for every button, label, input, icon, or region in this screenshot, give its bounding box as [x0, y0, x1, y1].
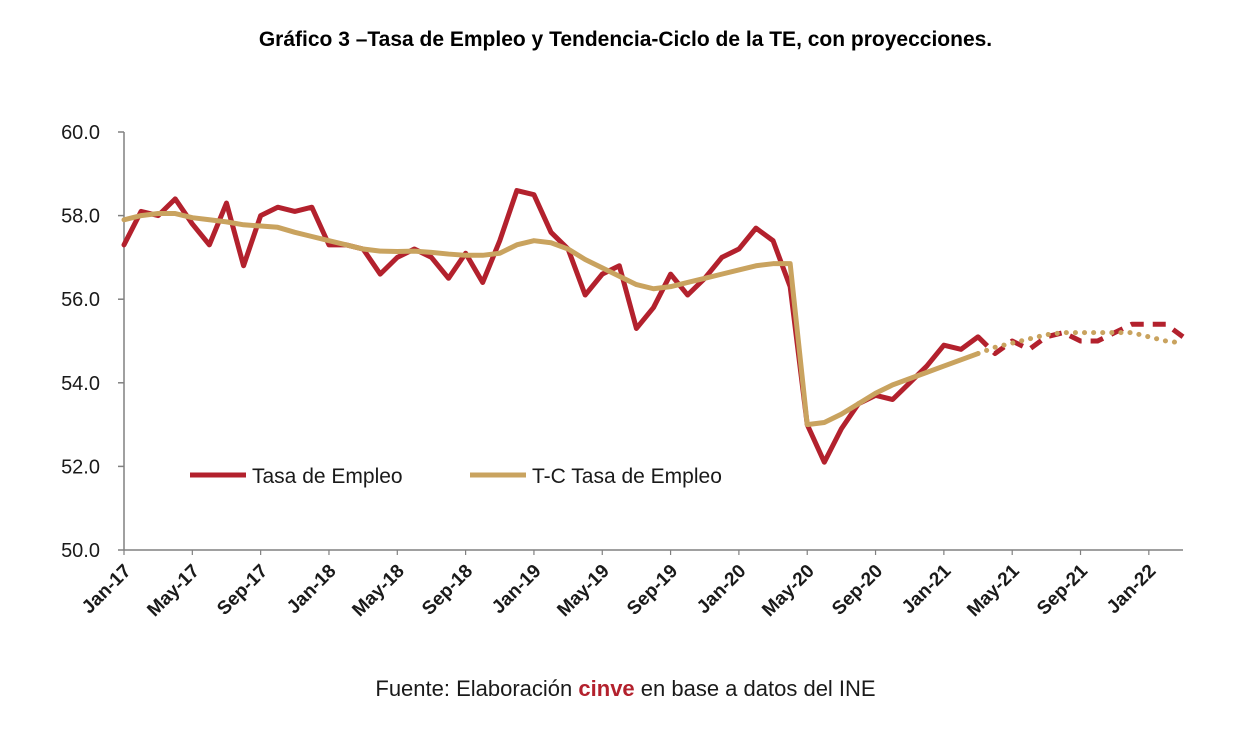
axes — [118, 131, 1183, 555]
series-line-1-observed — [121, 211, 981, 428]
series-line-0-projection — [976, 321, 1185, 357]
x-tick-label: Jan-21 — [898, 560, 956, 618]
x-tick-label: Jan-22 — [1103, 561, 1160, 618]
source-suffix: en base a datos del INE — [634, 676, 876, 701]
y-tick-label: 60.0 — [61, 122, 100, 144]
y-tick-labels: 50.0 52.0 54.0 56.0 58.0 60.0 — [61, 122, 100, 562]
y-tick-label: 54.0 — [61, 373, 100, 395]
x-tick-label: Sep-20 — [828, 561, 887, 620]
source-note: Fuente: Elaboración cinve en base a dato… — [0, 676, 1251, 702]
y-tick-label: 56.0 — [61, 289, 100, 311]
source-prefix: Fuente: Elaboración — [375, 676, 579, 701]
series-line-1-projection — [975, 330, 1186, 357]
x-tick-label: Jan-17 — [78, 561, 135, 618]
source-brand: cinve — [578, 676, 635, 701]
legend: Tasa de Empleo T-C Tasa de Empleo — [190, 465, 722, 488]
x-tick-label: Jan-19 — [488, 561, 545, 618]
legend-label-tc-tasa-de-empleo: T-C Tasa de Empleo — [532, 465, 722, 488]
x-tick-label: May-17 — [143, 561, 203, 621]
x-tick-label: Sep-18 — [418, 561, 477, 620]
x-tick-label: Sep-17 — [213, 561, 272, 620]
x-tick-label: May-18 — [348, 561, 408, 621]
legend-label-tasa-de-empleo: Tasa de Empleo — [252, 465, 403, 488]
y-tick-label: 52.0 — [61, 456, 100, 478]
x-tick-label: Sep-21 — [1033, 560, 1092, 619]
x-tick-label: Jan-20 — [693, 561, 750, 618]
series-lines — [121, 188, 1186, 465]
series-line-0-observed — [121, 188, 981, 465]
x-tick-label: Sep-19 — [623, 561, 682, 620]
y-tick-label: 50.0 — [61, 540, 100, 562]
x-tick-label: Jan-18 — [283, 561, 340, 618]
x-tick-label: May-21 — [963, 560, 1024, 621]
y-tick-label: 58.0 — [61, 206, 100, 228]
chart-title: Gráfico 3 –Tasa de Empleo y Tendencia-Ci… — [258, 28, 993, 51]
x-tick-labels: Jan-17 May-17 Sep-17 Jan-18 May-18 Sep-18 Jan-… — [78, 560, 1160, 621]
x-tick-label: May-19 — [553, 561, 613, 621]
x-tick-label: May-20 — [758, 561, 818, 621]
